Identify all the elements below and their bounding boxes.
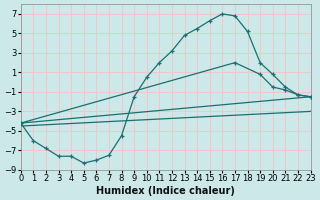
X-axis label: Humidex (Indice chaleur): Humidex (Indice chaleur) [96,186,235,196]
